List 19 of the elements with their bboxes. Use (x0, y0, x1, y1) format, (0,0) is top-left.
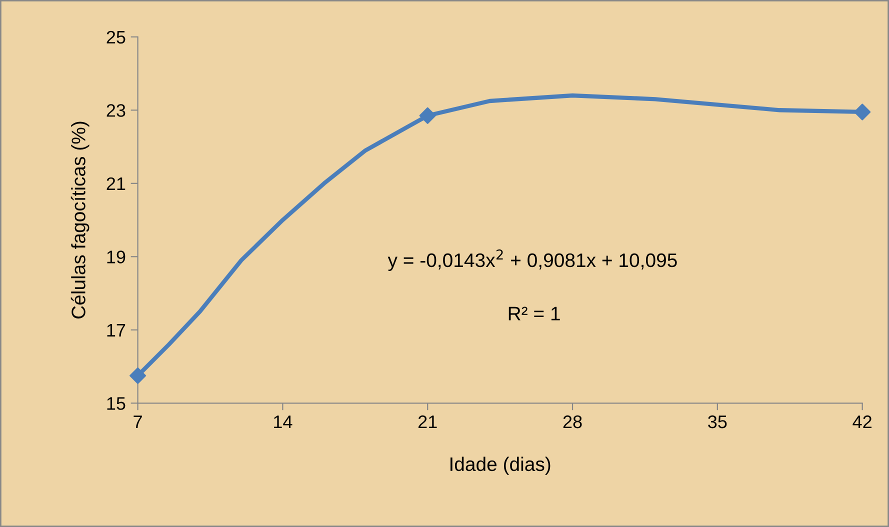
y-axis-title: Células fagocíticas (%) (70, 122, 90, 318)
x-tick-label: 21 (418, 415, 437, 428)
x-tick-label: 7 (134, 416, 142, 428)
y-tick-label: 25 (106, 30, 126, 44)
y-tick-label: 21 (106, 177, 126, 190)
point (129, 367, 146, 384)
x-tick-label: 42 (852, 415, 872, 428)
y-tick-label: 15 (107, 397, 126, 410)
point (419, 107, 436, 124)
annotation: R² = 1 (508, 306, 560, 320)
y-tick-label: 17 (107, 324, 126, 336)
x-axis-title: Idade (dias) (450, 456, 550, 475)
x-tick-label: 14 (274, 416, 292, 428)
y-tick-label: 19 (107, 250, 126, 264)
x-tick-label: 28 (563, 415, 582, 428)
x-tick-label: 35 (708, 415, 727, 428)
point (854, 104, 871, 120)
y-tick-label: 23 (106, 104, 126, 117)
annotation: y = -0,0143x$^{2}$ + 0,9081x + 10,095 (388, 249, 677, 272)
